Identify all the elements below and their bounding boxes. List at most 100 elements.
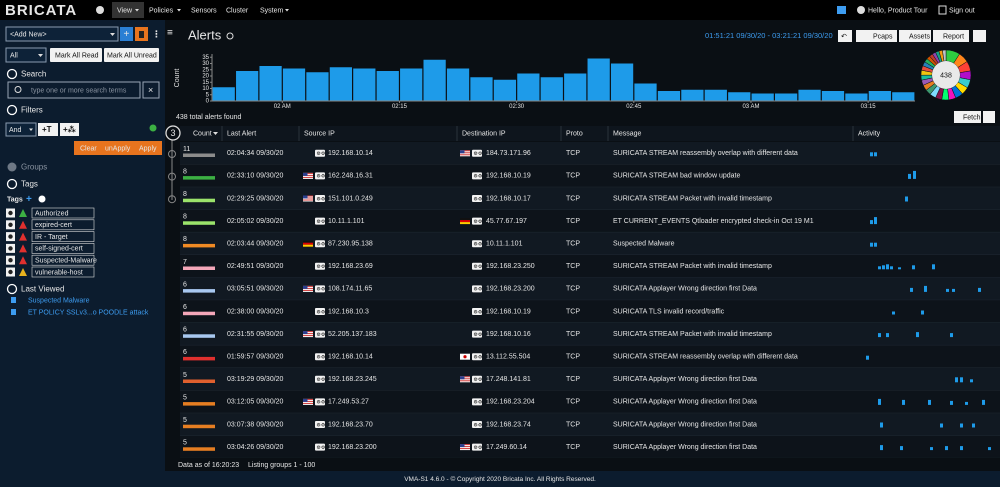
ip-icon[interactable]	[315, 262, 325, 270]
last-viewed-item[interactable]: Suspected Malware	[28, 297, 90, 304]
destination-ip[interactable]: 192.168.10.17	[486, 195, 531, 202]
dashboard-icon[interactable]	[96, 6, 104, 14]
ip-icon[interactable]	[315, 421, 325, 428]
add-button[interactable]	[120, 27, 133, 41]
table-row[interactable]: 802:05:02 09/30/20 ⚙⚙ 10.11.1.101 ⚙⚙ 45.77.6…	[180, 209, 1000, 233]
tag-box[interactable]	[31, 207, 95, 219]
ip-icon[interactable]	[472, 149, 482, 157]
radio[interactable]	[6, 104, 18, 116]
signout[interactable]: Sign out	[949, 7, 975, 14]
add-group[interactable]	[60, 123, 79, 136]
add-tag[interactable]: +	[26, 194, 32, 205]
destination-ip[interactable]: 192.168.23.204	[486, 399, 535, 406]
ip-icon[interactable]	[315, 308, 325, 315]
table-row[interactable]: 802:29:25 09/30/20 ⚙⚙ 151.101.0.249 ⚙⚙ 192.1…	[168, 187, 1000, 211]
destination-ip[interactable]: 10.11.1.101	[486, 241, 523, 248]
menu-icon[interactable]: ⋮	[152, 29, 161, 39]
expand-button[interactable]	[983, 111, 995, 123]
nav-item[interactable]: Sensors	[191, 7, 217, 14]
source-ip[interactable]: 10.11.1.101	[328, 218, 365, 225]
button[interactable]	[856, 30, 897, 42]
radio[interactable]	[6, 283, 18, 295]
button[interactable]	[899, 30, 931, 42]
ip-icon[interactable]	[315, 330, 325, 338]
undo-button[interactable]	[838, 30, 852, 42]
source-ip[interactable]: 87.230.95.138	[328, 241, 373, 248]
ip-icon[interactable]	[315, 353, 325, 361]
column-header[interactable]: Destination IP	[462, 130, 506, 137]
tag-box[interactable]	[31, 254, 95, 266]
source-ip[interactable]: 108.174.11.65	[328, 286, 372, 293]
ip-icon[interactable]	[315, 217, 325, 225]
source-ip[interactable]: 151.101.0.249	[328, 195, 373, 202]
ip-icon[interactable]	[472, 285, 482, 293]
button-label[interactable]: Clear	[80, 145, 97, 152]
ip-icon[interactable]	[315, 285, 325, 293]
help-icon[interactable]	[38, 195, 46, 203]
ip-icon[interactable]	[472, 443, 482, 451]
destination-ip[interactable]: 192.168.23.74	[486, 421, 531, 428]
source-ip[interactable]: 52.205.137.183	[328, 331, 377, 338]
table-row[interactable]: 503:07:38 09/30/20 ⚙⚙ 192.168.23.70 ⚙⚙ 192.1…	[180, 413, 1000, 437]
ip-icon[interactable]	[472, 330, 482, 338]
last-viewed-item[interactable]: ET POLICY SSLv3...o POODLE attack	[28, 309, 149, 316]
table-row[interactable]: 503:12:05 09/30/20 ⚙⚙ 17.249.53.27 ⚙⚙ 192.16…	[180, 390, 1000, 414]
source-ip[interactable]: 192.168.10.3	[328, 308, 369, 315]
source-ip[interactable]: 192.168.23.70	[328, 421, 373, 428]
ip-icon[interactable]	[472, 353, 482, 361]
table-row[interactable]: 602:31:55 09/30/20 ⚙⚙ 52.205.137.183 ⚙⚙ 192.…	[180, 322, 1000, 346]
ip-icon[interactable]	[315, 149, 325, 157]
source-ip[interactable]: 192.168.23.69	[328, 263, 373, 270]
ip-icon[interactable]	[472, 375, 482, 383]
table-row[interactable]: 503:04:26 09/30/20 ⚙⚙ 192.168.23.200 ⚙⚙ 17.2…	[180, 435, 1000, 459]
nav-item[interactable]: View	[117, 7, 133, 14]
tag-box[interactable]	[31, 266, 95, 278]
source-ip[interactable]: 192.168.10.14	[328, 150, 373, 157]
ip-icon[interactable]	[472, 217, 482, 225]
user-greeting[interactable]: Hello, Product Tour	[868, 7, 928, 14]
tag-box[interactable]	[31, 243, 95, 254]
share-button[interactable]	[973, 30, 986, 42]
ip-icon[interactable]	[315, 443, 325, 451]
table-row[interactable]: 602:38:00 09/30/20 ⚙⚙ 192.168.10.3 ⚙⚙ 192.16…	[180, 300, 1000, 324]
refresh-icon[interactable]	[226, 32, 234, 40]
time-range[interactable]: 01:51:21 09/30/20 - 03:21:21 09/30/20	[705, 31, 833, 40]
column-header[interactable]: Proto	[566, 130, 583, 137]
select[interactable]	[5, 122, 37, 137]
destination-ip[interactable]: 184.73.171.96	[486, 150, 531, 157]
source-ip[interactable]: 17.249.53.27	[328, 399, 369, 406]
ip-icon[interactable]	[315, 398, 325, 406]
button[interactable]	[50, 48, 102, 62]
nav-item[interactable]: System	[260, 7, 284, 14]
tag-box[interactable]	[31, 219, 95, 231]
destination-ip[interactable]: 13.112.55.504	[486, 354, 530, 361]
nav-item[interactable]: Policies	[149, 7, 174, 14]
source-ip[interactable]: 192.168.23.200	[328, 444, 377, 451]
ip-icon[interactable]	[472, 172, 482, 180]
destination-ip[interactable]: 192.168.10.16	[486, 331, 531, 338]
column-header[interactable]: Last Alert	[227, 130, 256, 137]
clear-search[interactable]	[142, 81, 160, 99]
destination-ip[interactable]: 192.168.23.200	[486, 286, 535, 293]
table-row[interactable]: 503:19:29 09/30/20 ⚙⚙ 192.168.23.245 ⚙⚙ 17.2…	[180, 368, 1000, 392]
destination-ip[interactable]: 192.168.10.19	[486, 173, 531, 180]
destination-ip[interactable]: 17.249.60.14	[486, 444, 527, 451]
column-header[interactable]: Message	[613, 130, 642, 137]
ip-icon[interactable]	[472, 308, 482, 315]
table-row[interactable]: 603:05:51 09/30/20 ⚙⚙ 108.174.11.65 ⚙⚙ 192.1…	[180, 277, 1000, 301]
destination-ip[interactable]: 45.77.67.197	[486, 218, 527, 225]
table-row[interactable]: 802:03:44 09/30/20 ⚙⚙ 87.230.95.138 ⚙⚙ 10.11…	[180, 232, 1000, 256]
hamburger[interactable]: ≡	[167, 28, 173, 39]
button-label[interactable]: unApply	[105, 145, 131, 152]
ip-icon[interactable]	[315, 375, 325, 383]
column-header[interactable]: Activity	[858, 130, 881, 137]
nav-item[interactable]: Cluster	[226, 7, 249, 14]
radio[interactable]	[6, 178, 18, 190]
ip-icon[interactable]	[315, 195, 325, 202]
column-header[interactable]: Source IP	[304, 130, 335, 137]
button-label[interactable]: Apply	[139, 145, 157, 152]
tag-box[interactable]	[31, 231, 95, 242]
ip-icon[interactable]	[315, 172, 325, 180]
source-ip[interactable]: 162.248.16.31	[328, 173, 373, 180]
ip-icon[interactable]	[472, 398, 482, 406]
